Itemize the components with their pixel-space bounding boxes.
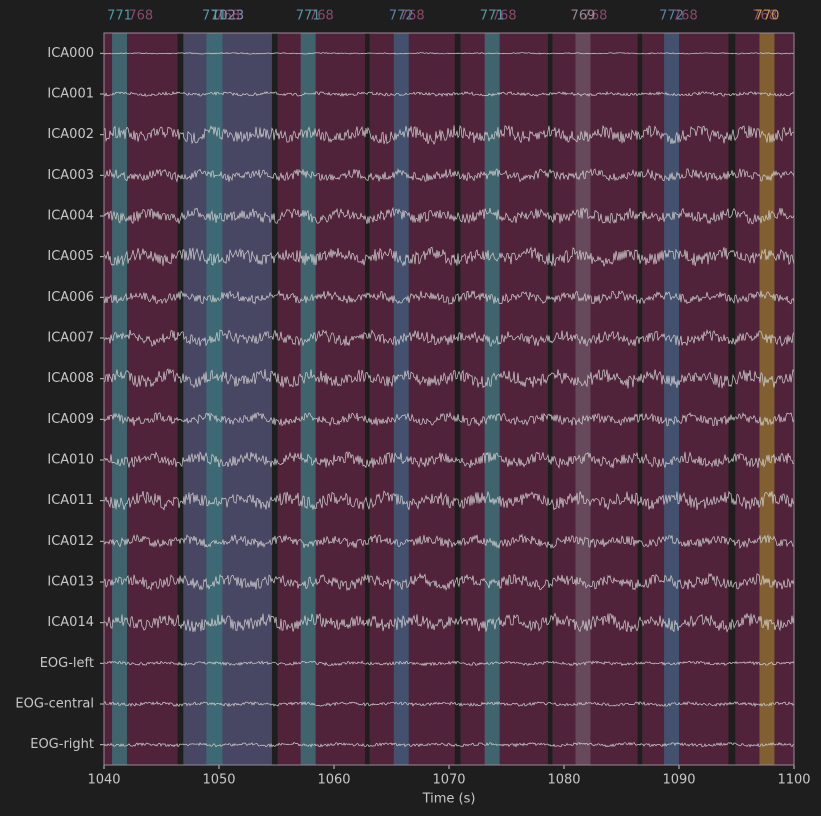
annotation-label: 770	[755, 9, 780, 24]
x-tick-label: 1080	[547, 773, 580, 788]
trace	[103, 741, 795, 748]
trace	[103, 206, 795, 225]
trace	[103, 533, 795, 550]
x-tick-label: 1100	[777, 773, 810, 788]
channel-label: ICA002	[47, 127, 94, 142]
trace	[103, 368, 795, 389]
annotation-label: 772	[389, 9, 414, 24]
channel-label: EOG-right	[30, 737, 94, 752]
annotation-span	[460, 33, 548, 765]
channel-label: EOG-left	[40, 656, 94, 671]
annotation-layer	[104, 33, 794, 765]
channel-label: ICA011	[47, 493, 94, 508]
annotation-span	[393, 33, 409, 765]
annotation-span	[484, 33, 500, 765]
annotation-label: 768	[215, 9, 240, 24]
trace	[103, 612, 795, 633]
annotation-span	[183, 33, 272, 765]
annotation-span	[642, 33, 729, 765]
channel-label: ICA000	[47, 46, 94, 61]
trace-layer	[103, 52, 795, 748]
trace	[103, 450, 795, 469]
annotation-label: 768	[583, 9, 608, 24]
annotation-span	[112, 33, 127, 765]
trace	[103, 91, 795, 98]
annotation-label: 772	[659, 9, 684, 24]
annotation-label: 771	[107, 9, 132, 24]
x-tick-label: 1060	[317, 773, 350, 788]
trace	[103, 490, 795, 511]
annotation-label: 771	[480, 9, 505, 24]
channel-label: ICA003	[47, 168, 94, 183]
annotation-span	[206, 33, 223, 765]
trace	[103, 411, 795, 427]
trace	[103, 328, 795, 347]
annotation-label: 768	[752, 9, 777, 24]
annotation-span	[300, 33, 316, 765]
channel-label: ICA012	[47, 534, 94, 549]
annotation-label: 768	[309, 9, 334, 24]
channel-label: ICA014	[47, 615, 94, 630]
channel-label: ICA005	[47, 249, 94, 264]
annotation-span	[759, 33, 775, 765]
axes: ICA000 ICA001 ICA002 ICA003 ICA004 ICA005 ICA0…	[15, 46, 810, 788]
channel-label: ICA001	[47, 87, 94, 102]
annotation-label: 768	[128, 9, 153, 24]
annotation-span	[369, 33, 455, 765]
annotation-label: 768	[673, 9, 698, 24]
annotation-label: 768	[492, 9, 517, 24]
trace	[103, 124, 795, 145]
x-tick-label: 1070	[432, 773, 465, 788]
channel-label: ICA006	[47, 290, 94, 305]
annotation-label: 771	[296, 9, 321, 24]
trace	[103, 289, 795, 305]
plot-frame	[103, 32, 795, 766]
annotation-span	[277, 33, 366, 765]
channel-label: ICA004	[47, 209, 94, 224]
x-tick-label: 1040	[87, 773, 120, 788]
trace	[103, 701, 795, 708]
annotation-label: 771	[202, 9, 227, 24]
annotation-span	[575, 33, 591, 765]
channel-label: ICA013	[47, 575, 94, 590]
trace	[103, 168, 795, 183]
annotation-label: 1023	[211, 9, 244, 24]
annotation-span	[552, 33, 638, 765]
trace	[103, 660, 795, 667]
channel-label: ICA007	[47, 331, 94, 346]
x-tick-label: 1090	[662, 773, 695, 788]
channel-label: EOG-central	[15, 697, 94, 712]
x-axis-label: Time (s)	[422, 792, 476, 807]
annotation-label: 768	[400, 9, 425, 24]
annotation-label: 769	[571, 9, 596, 24]
trace	[103, 52, 795, 55]
trace	[103, 246, 795, 267]
channel-label: ICA010	[47, 453, 94, 468]
x-tick-label: 1050	[202, 773, 235, 788]
channel-label: ICA008	[47, 371, 94, 386]
channel-label: ICA009	[47, 412, 94, 427]
trace	[103, 572, 795, 592]
